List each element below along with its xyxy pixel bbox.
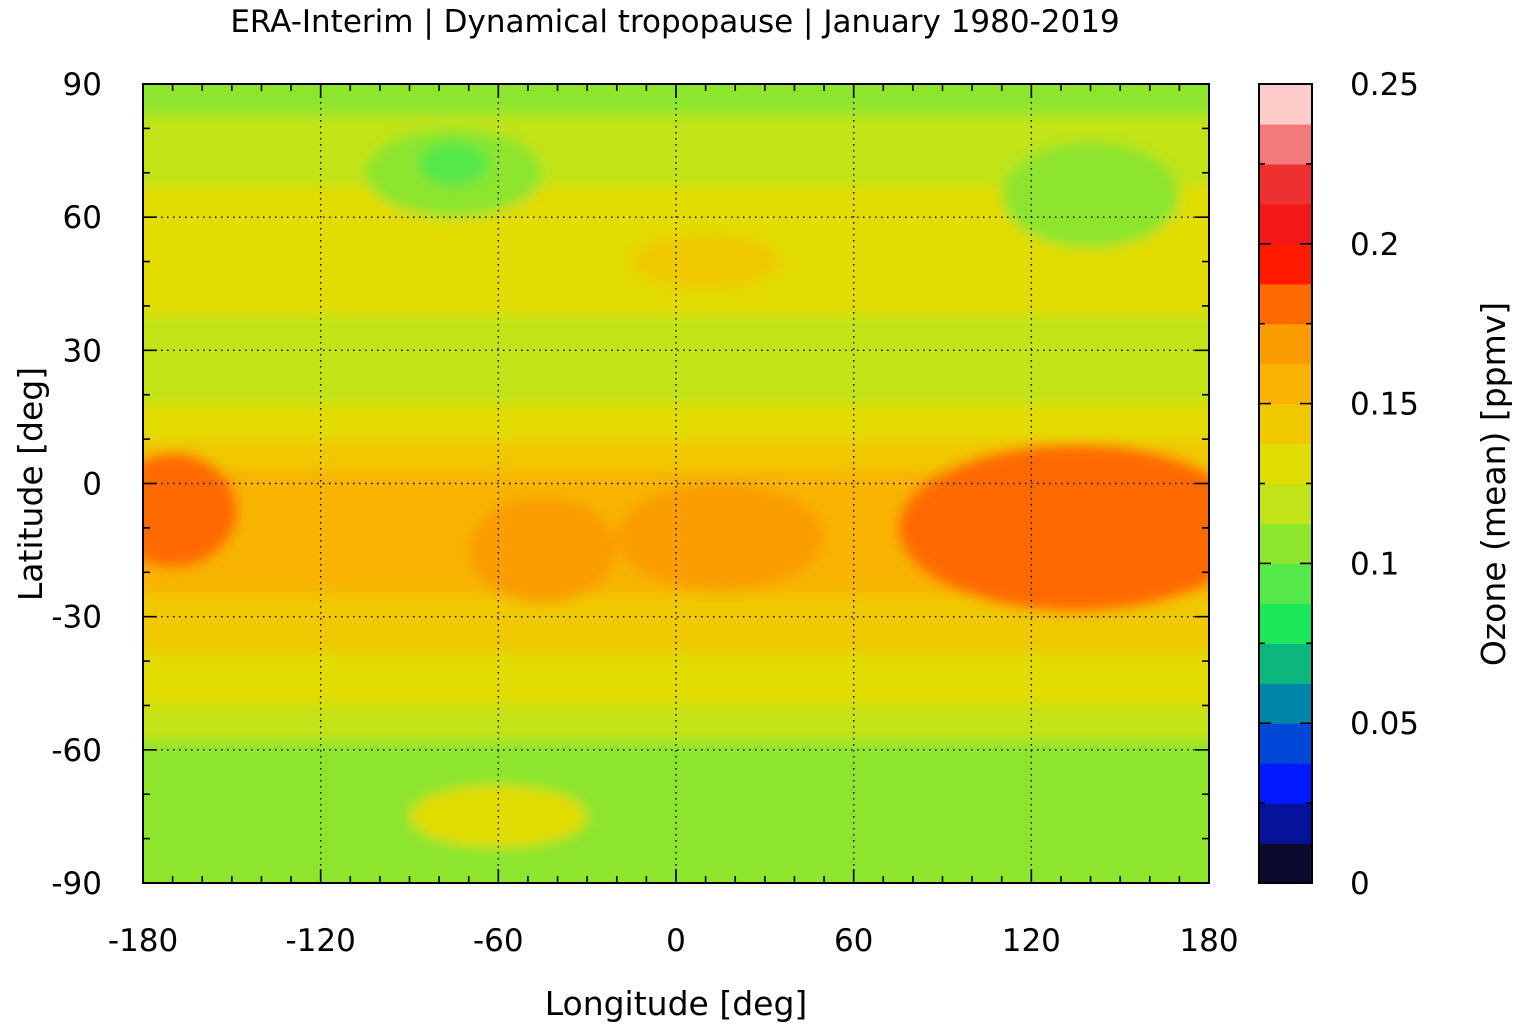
colorbar <box>1259 83 1312 884</box>
x-tick-label: 60 <box>834 923 873 959</box>
colorbar-swatch <box>1259 803 1312 844</box>
colorbar-swatch <box>1259 563 1312 604</box>
field-band <box>143 314 1209 361</box>
colorbar-swatch <box>1259 203 1312 245</box>
plot-frame <box>142 83 1210 884</box>
grid-lines <box>143 84 1209 883</box>
field-band <box>143 403 1209 441</box>
colorbar-swatch <box>1259 683 1312 724</box>
y-tick-labels: 90 60 30 0 -30 -60 -90 <box>51 67 102 902</box>
colorbar-frame <box>1258 83 1313 884</box>
colorbar-swatch <box>1259 483 1312 525</box>
colorbar-swatch <box>1259 603 1312 644</box>
x-tick-label: 180 <box>1179 923 1238 959</box>
y-tick-label: 0 <box>82 467 102 503</box>
chart-title: ERA-Interim | Dynamical tropopause | Jan… <box>230 4 1119 40</box>
field-feature <box>898 443 1209 613</box>
field-feature <box>418 141 490 187</box>
colorbar-tick-label: 0.05 <box>1350 706 1419 742</box>
y-tick-label: 60 <box>63 200 102 236</box>
x-tick-label: 120 <box>1002 923 1061 959</box>
colorbar-swatch <box>1259 843 1312 884</box>
x-tick-labels: -180 -120 -60 0 60 120 180 <box>108 923 1239 959</box>
plot-ticks <box>142 83 1210 884</box>
ozone-field <box>143 84 1209 883</box>
colorbar-swatch <box>1259 643 1312 684</box>
colorbar-swatch <box>1259 323 1312 365</box>
colorbar-swatch <box>1259 84 1312 125</box>
colorbar-swatch <box>1259 363 1312 405</box>
x-tick-label: -120 <box>285 923 355 959</box>
y-tick-label: 30 <box>63 333 102 369</box>
field-feature <box>616 483 825 591</box>
y-tick-label: -60 <box>51 733 102 769</box>
x-axis-label: Longitude [deg] <box>545 984 808 1023</box>
field-feature <box>1001 141 1180 249</box>
colorbar-tick-label: 0.15 <box>1350 387 1419 423</box>
y-tick-label: -30 <box>51 600 102 636</box>
y-axis-label: Latitude [deg] <box>11 367 50 601</box>
colorbar-label: Ozone (mean) [ppmv] <box>1474 302 1513 666</box>
colorbar-tick-label: 0.1 <box>1350 546 1399 582</box>
ozone-field-shapes <box>143 84 1209 883</box>
colorbar-swatch <box>1259 723 1312 764</box>
field-feature <box>468 496 617 604</box>
field-feature <box>143 452 238 568</box>
field-band <box>143 705 1209 742</box>
colorbar-tick-label: 0.25 <box>1350 67 1419 103</box>
colorbar-swatch <box>1259 443 1312 485</box>
x-tick-label: 0 <box>666 923 686 959</box>
colorbar-swatch <box>1259 403 1312 445</box>
x-tick-label: -60 <box>473 923 524 959</box>
colorbar-swatch <box>1259 123 1312 165</box>
y-tick-label: 90 <box>63 67 102 103</box>
colorbar-tick-label: 0 <box>1350 866 1370 902</box>
colorbar-tick-label: 0.2 <box>1350 227 1399 263</box>
colorbar-swatch <box>1259 523 1312 564</box>
colorbar-swatch <box>1259 763 1312 804</box>
colorbar-swatch <box>1259 243 1312 285</box>
y-tick-label: -90 <box>51 866 102 902</box>
colorbar-swatch <box>1259 283 1312 325</box>
colorbar-swatch <box>1259 163 1312 205</box>
colorbar-tick-labels: 0 0.05 0.1 0.15 0.2 0.25 <box>1350 67 1419 902</box>
field-feature <box>631 234 780 289</box>
x-tick-label: -180 <box>108 923 178 959</box>
